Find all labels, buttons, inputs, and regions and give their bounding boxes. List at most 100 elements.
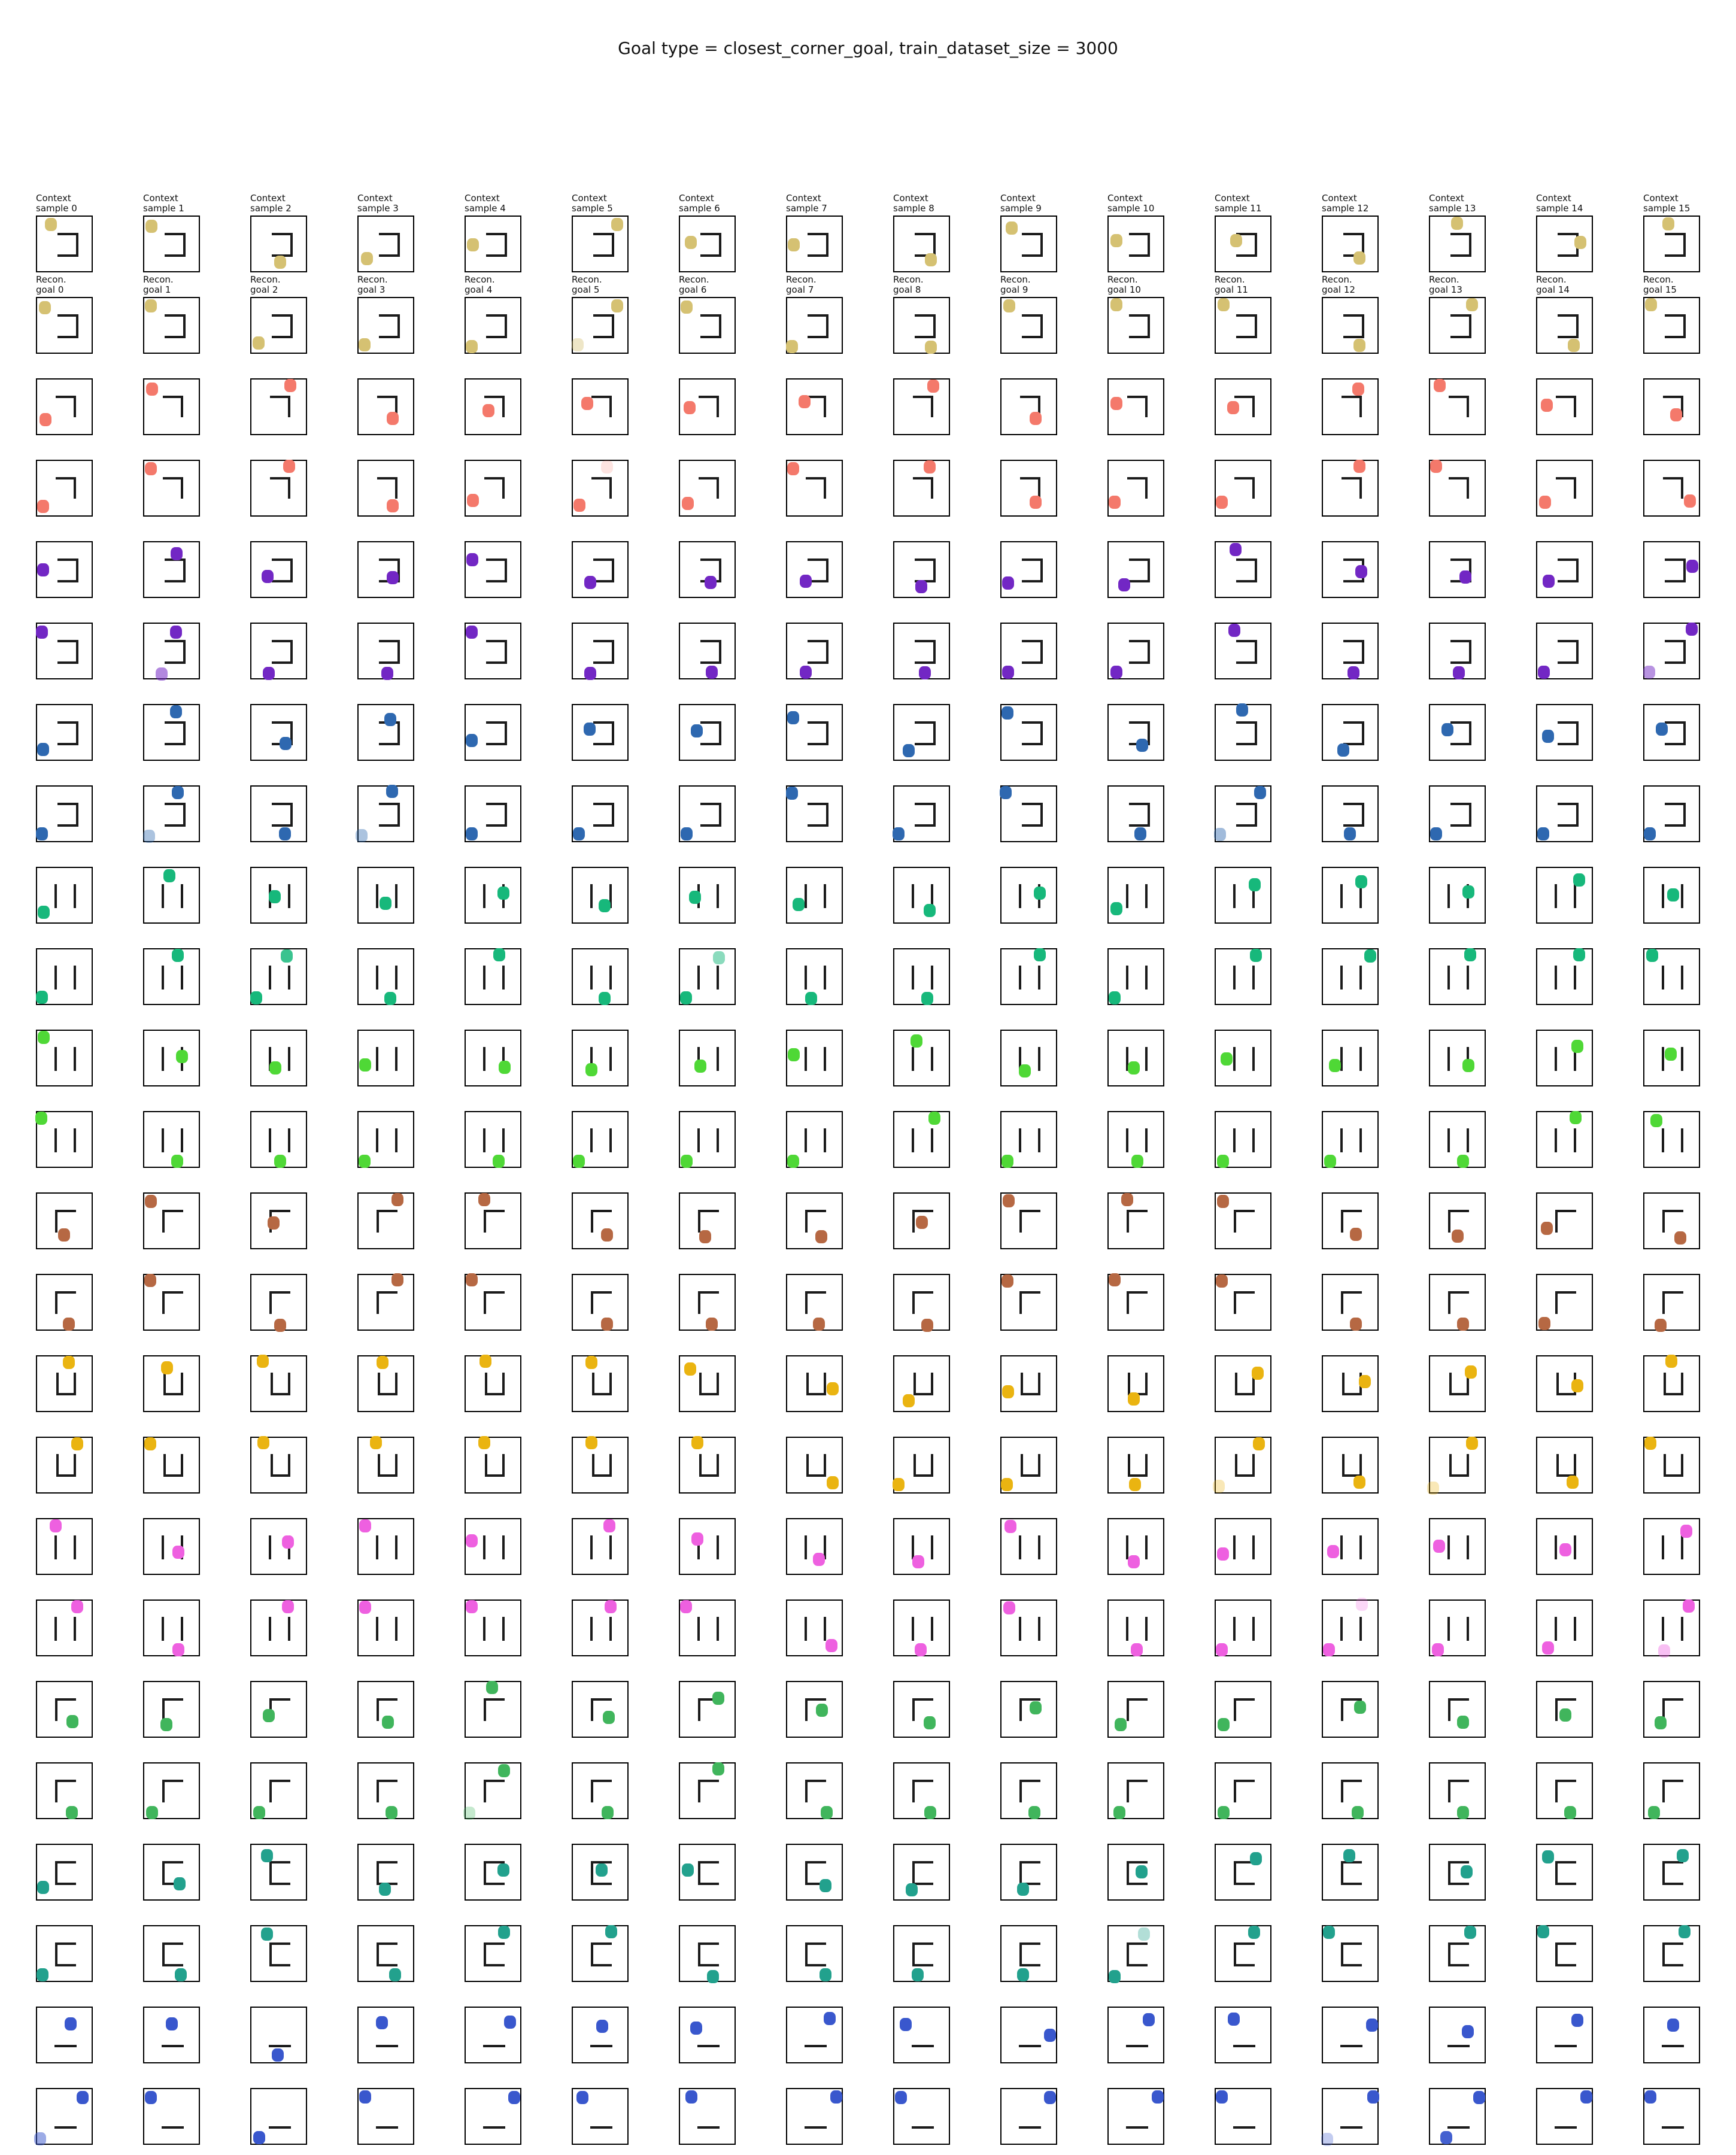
maze-wall [1558, 639, 1577, 642]
goal-blob [1108, 1273, 1121, 1286]
goal-blob [1253, 1437, 1265, 1451]
context-sample-cell [679, 1844, 736, 1901]
maze-wall [376, 965, 379, 990]
maze-wall [484, 1779, 487, 1802]
maze-wall [1450, 232, 1470, 235]
maze-wall [486, 661, 506, 664]
maze-wall [1680, 965, 1683, 990]
goal-blob [65, 2017, 77, 2030]
maze-wall [1359, 395, 1362, 417]
maze-wall [912, 1942, 915, 1966]
ghost-goal-blob [1355, 1597, 1368, 1611]
maze-wall [915, 639, 934, 642]
recon-goal-cell [1107, 623, 1164, 679]
maze-wall [397, 802, 400, 827]
maze-wall [611, 558, 614, 582]
recon-goal-cell [143, 948, 200, 1005]
goal-blob [1006, 221, 1018, 235]
recon-goal-cell [35, 623, 93, 679]
goal-blob [1337, 743, 1350, 757]
maze-wall [56, 395, 75, 398]
maze-wall [485, 1882, 505, 1885]
recon-goal-cell [1322, 1437, 1379, 1494]
maze-wall [1450, 721, 1470, 724]
goal-blob [681, 301, 693, 314]
maze-wall [73, 476, 76, 499]
maze-wall [1343, 824, 1363, 827]
goal-blob [1539, 496, 1552, 509]
maze-wall [162, 1291, 165, 1314]
goal-blob [1352, 383, 1364, 396]
maze-wall [1341, 1291, 1344, 1314]
maze-wall [699, 1882, 719, 1885]
maze-wall [1234, 1860, 1237, 1885]
maze-wall [593, 742, 613, 745]
goal-blob [35, 1111, 47, 1125]
recon-goal-cell [893, 1762, 950, 1819]
maze-wall [699, 1860, 719, 1863]
goal-blob [274, 256, 286, 269]
goal-blob [707, 1969, 720, 1983]
maze-wall [56, 476, 75, 479]
maze-wall [1341, 1698, 1344, 1721]
goal-blob [172, 949, 184, 963]
maze-wall [394, 395, 397, 417]
goal-blob [467, 238, 479, 251]
maze-wall [1234, 395, 1254, 398]
context-sample-cell [1429, 1192, 1486, 1249]
maze-wall [913, 1942, 933, 1945]
goal-blob [465, 339, 478, 353]
goal-blob [497, 1764, 510, 1778]
recon-goal-cell [1215, 1111, 1271, 1168]
maze-wall [1019, 2126, 1042, 2129]
maze-wall [287, 476, 290, 499]
maze-wall [1021, 1698, 1040, 1701]
maze-wall [162, 965, 165, 990]
maze-wall [1037, 395, 1040, 417]
goal-blob [478, 1192, 491, 1206]
maze-wall [609, 395, 612, 417]
recon-goal-cell [1536, 1437, 1593, 1494]
context-sample-cell [1322, 1844, 1379, 1901]
maze-wall [1665, 742, 1685, 745]
goal-blob [1248, 878, 1261, 891]
maze-wall [1576, 721, 1579, 745]
maze-wall [716, 1046, 719, 1071]
maze-wall [591, 395, 611, 398]
maze-wall [483, 2044, 506, 2047]
maze-wall [697, 1128, 700, 1152]
goal-blob [260, 1928, 273, 1941]
maze-wall [805, 1046, 808, 1071]
recon-goal-label: Recon. goal 10 [1107, 274, 1141, 295]
context-sample-cell [36, 378, 93, 435]
maze-wall [484, 476, 503, 479]
goal-blob [375, 2016, 388, 2029]
goal-blob [165, 2017, 178, 2030]
goal-blob [146, 1805, 159, 1819]
goal-blob [146, 383, 159, 396]
maze-wall [378, 1779, 397, 1782]
maze-wall [376, 2044, 399, 2047]
maze-wall [1680, 1616, 1683, 1641]
context-sample-cell [893, 378, 950, 435]
context-sample-cell [143, 216, 200, 272]
context-sample-cell [143, 867, 200, 924]
maze-wall [808, 661, 827, 664]
maze-wall [1128, 1453, 1131, 1477]
goal-blob [71, 1437, 83, 1450]
goal-blob [905, 1883, 918, 1897]
maze-wall [1359, 1128, 1362, 1152]
goal-blob [824, 2012, 836, 2026]
maze-wall [379, 742, 399, 745]
maze-wall [56, 1779, 76, 1782]
recon-goal-cell [1536, 1110, 1593, 1168]
goal-blob [144, 1437, 156, 1450]
goal-blob [1571, 2013, 1583, 2027]
goal-blob [44, 218, 57, 232]
maze-wall [1235, 1698, 1255, 1701]
maze-wall [915, 558, 934, 561]
maze-wall [269, 2126, 292, 2129]
maze-wall [180, 1616, 183, 1641]
maze-wall [1558, 335, 1577, 338]
maze-wall [699, 476, 718, 479]
